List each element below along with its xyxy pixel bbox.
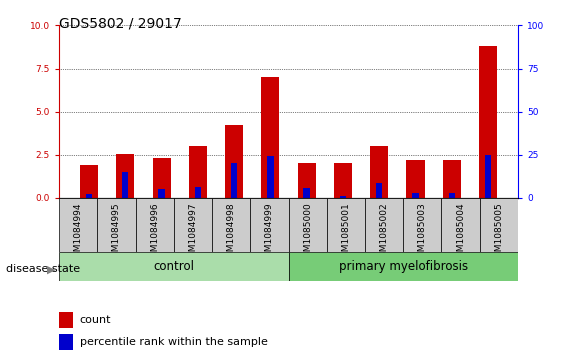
Text: GSM1084994: GSM1084994 [74, 202, 83, 263]
Bar [153, 158, 171, 198]
Text: percentile rank within the sample: percentile rank within the sample [80, 337, 267, 347]
Text: GDS5802 / 29017: GDS5802 / 29017 [59, 16, 182, 30]
Bar [251, 198, 288, 252]
Bar [327, 198, 365, 252]
Bar [59, 312, 73, 329]
Text: primary myelofibrosis: primary myelofibrosis [339, 260, 468, 273]
Text: GSM1084998: GSM1084998 [227, 202, 236, 263]
Bar [376, 183, 382, 198]
Bar [261, 77, 279, 198]
Text: control: control [153, 260, 194, 273]
Bar [480, 198, 518, 252]
Bar [158, 189, 165, 198]
Text: GSM1084997: GSM1084997 [189, 202, 198, 263]
Bar [406, 160, 425, 198]
Text: GSM1085003: GSM1085003 [418, 202, 427, 263]
Bar [212, 198, 251, 252]
Bar [225, 125, 243, 198]
Bar [340, 196, 346, 198]
Bar [231, 163, 237, 198]
Text: GSM1084995: GSM1084995 [112, 202, 121, 263]
Bar [136, 198, 174, 252]
Bar [298, 163, 316, 198]
Bar [370, 146, 388, 198]
Bar [116, 154, 135, 198]
Bar [485, 155, 491, 198]
Bar [365, 198, 403, 252]
Bar [59, 198, 97, 252]
Bar [288, 252, 518, 281]
Bar [449, 193, 455, 198]
Text: GSM1085005: GSM1085005 [494, 202, 503, 263]
Bar [334, 163, 352, 198]
Bar [59, 252, 288, 281]
Bar [441, 198, 480, 252]
Bar [303, 188, 310, 198]
Bar [195, 187, 201, 198]
Bar [403, 198, 441, 252]
Bar [443, 160, 461, 198]
Bar [412, 193, 419, 198]
Text: GSM1084999: GSM1084999 [265, 202, 274, 263]
Text: GSM1085004: GSM1085004 [456, 202, 465, 263]
Text: ▶: ▶ [47, 264, 55, 274]
Text: GSM1085000: GSM1085000 [303, 202, 312, 263]
Bar [86, 195, 92, 198]
Bar [288, 198, 327, 252]
Text: GSM1084996: GSM1084996 [150, 202, 159, 263]
Bar [59, 334, 73, 350]
Text: GSM1085002: GSM1085002 [379, 202, 388, 263]
Bar [122, 172, 128, 198]
Text: disease state: disease state [6, 264, 80, 274]
Bar [80, 165, 98, 198]
Text: GSM1085001: GSM1085001 [341, 202, 350, 263]
Bar [189, 146, 207, 198]
Bar [174, 198, 212, 252]
Text: count: count [80, 315, 111, 325]
Bar [97, 198, 136, 252]
Bar [267, 156, 274, 198]
Bar [479, 46, 497, 198]
